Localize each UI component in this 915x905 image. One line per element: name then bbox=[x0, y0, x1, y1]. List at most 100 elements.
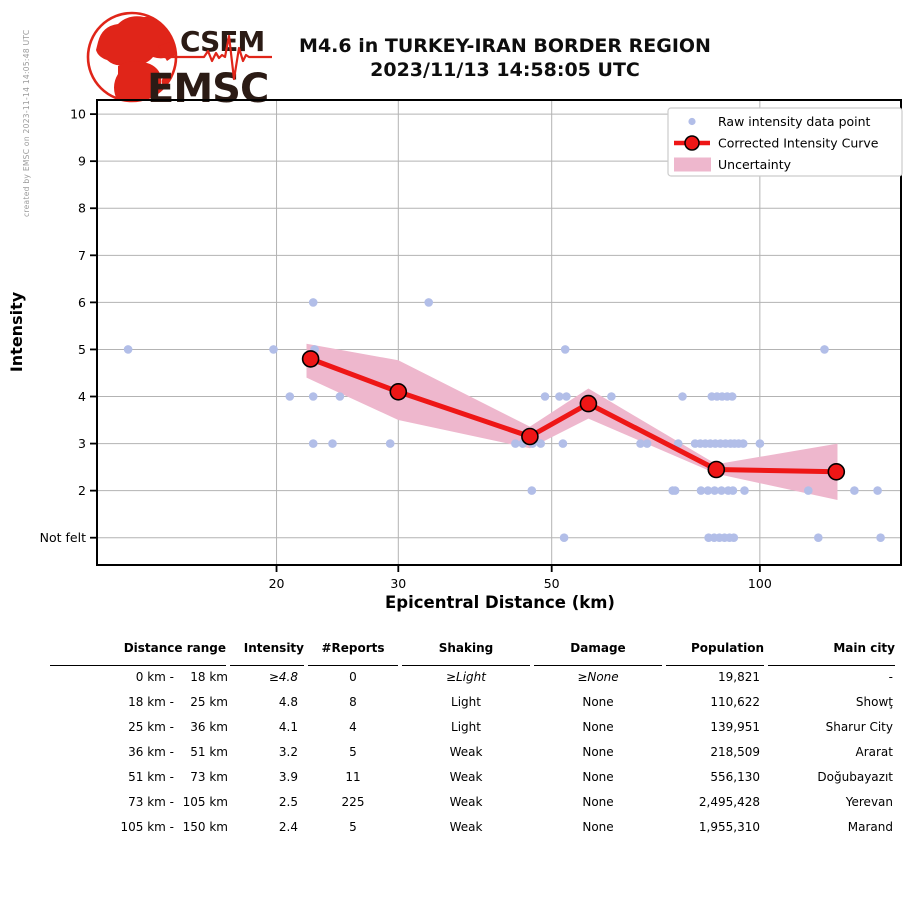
legend-patch-swatch bbox=[674, 157, 711, 172]
y-axis-label: Intensity bbox=[7, 291, 26, 372]
cell-damage: None bbox=[582, 744, 614, 759]
cell-intensity: 4.8 bbox=[278, 694, 298, 709]
cell-distance-range: 0 km -18 km bbox=[135, 669, 228, 684]
cell-damage: ≥None bbox=[577, 669, 619, 684]
col-header-distance-range: Distance range bbox=[50, 639, 226, 666]
svg-text:30: 30 bbox=[390, 576, 406, 591]
cell-shaking: Weak bbox=[449, 819, 483, 834]
cell-main-city: - bbox=[888, 669, 893, 684]
legend-label: Uncertainty bbox=[718, 157, 792, 172]
uncertainty-band bbox=[306, 343, 838, 501]
table-header-row: Distance range Intensity #Reports Shakin… bbox=[48, 639, 897, 666]
cell-main-city: Ararat bbox=[855, 744, 894, 759]
svg-text:4: 4 bbox=[78, 389, 86, 404]
svg-text:10: 10 bbox=[70, 107, 86, 122]
cell-intensity: 2.4 bbox=[278, 819, 298, 834]
cell-reports: 225 bbox=[341, 794, 365, 809]
cell-population: 2,495,428 bbox=[698, 794, 760, 809]
title-line2: 2023/11/13 14:58:05 UTC bbox=[370, 59, 640, 81]
x-axis-label: Epicentral Distance (km) bbox=[385, 593, 615, 612]
svg-text:50: 50 bbox=[544, 576, 560, 591]
cell-distance-range: 73 km -105 km bbox=[128, 794, 228, 809]
cell-shaking: Weak bbox=[449, 769, 483, 784]
raw-intensity-points bbox=[123, 298, 885, 542]
cell-population: 110,622 bbox=[710, 694, 760, 709]
emsc-logo: CSEM EMSC bbox=[86, 11, 272, 112]
cell-reports: 0 bbox=[349, 669, 357, 684]
svg-text:7: 7 bbox=[78, 248, 86, 263]
svg-text:8: 8 bbox=[78, 201, 86, 216]
svg-text:5: 5 bbox=[78, 342, 86, 357]
cell-main-city: Yerevan bbox=[845, 794, 893, 809]
cell-reports: 4 bbox=[349, 719, 357, 734]
svg-text:6: 6 bbox=[78, 295, 86, 310]
col-header-intensity: Intensity bbox=[230, 639, 304, 666]
cell-reports: 11 bbox=[345, 769, 361, 784]
table-row: 18 km -25 km 4.8 8 Light None 110,622 Showţ bbox=[48, 689, 897, 714]
cell-intensity: 3.9 bbox=[278, 769, 298, 784]
table-body: 0 km -18 km ≥4.8 0 ≥Light ≥None 19,821 - 18 km … bbox=[48, 664, 897, 839]
seismogram-trace-icon bbox=[164, 34, 272, 81]
cell-distance-range: 105 km -150 km bbox=[120, 819, 228, 834]
cell-shaking: ≥Light bbox=[445, 669, 486, 684]
cell-damage: None bbox=[582, 719, 614, 734]
table-row: 105 km -150 km 2.4 5 Weak None 1,955,310 Maran… bbox=[48, 814, 897, 839]
gridlines bbox=[97, 100, 901, 565]
table-row: 0 km -18 km ≥4.8 0 ≥Light ≥None 19,821 - bbox=[48, 664, 897, 689]
cell-main-city: Sharur City bbox=[825, 719, 893, 734]
cell-population: 1,955,310 bbox=[698, 819, 760, 834]
intensity-summary-table: Distance range Intensity #Reports Shakin… bbox=[48, 640, 897, 839]
intensity-distance-chart: Intensity Epicentral Distance (km) 20 30 5… bbox=[7, 99, 903, 612]
cell-damage: None bbox=[582, 819, 614, 834]
table-row: 73 km -105 km 2.5 225 Weak None 2,495,428 Yere… bbox=[48, 789, 897, 814]
cell-population: 19,821 bbox=[718, 669, 760, 684]
cell-reports: 8 bbox=[349, 694, 357, 709]
cell-damage: None bbox=[582, 769, 614, 784]
cell-intensity: 2.5 bbox=[278, 794, 298, 809]
cell-damage: None bbox=[582, 794, 614, 809]
cell-population: 218,509 bbox=[710, 744, 760, 759]
cell-distance-range: 36 km -51 km bbox=[128, 744, 228, 759]
cell-distance-range: 51 km -73 km bbox=[128, 769, 228, 784]
y-axis-ticks: 10 9 8 7 6 5 4 3 2 Not felt bbox=[40, 107, 97, 545]
cell-main-city: Showţ bbox=[855, 694, 893, 709]
legend-label: Raw intensity data point bbox=[718, 114, 871, 129]
cell-main-city: Marand bbox=[847, 819, 893, 834]
table-row: 51 km -73 km 3.9 11 Weak None 556,130 Doğubaya… bbox=[48, 764, 897, 789]
svg-text:20: 20 bbox=[269, 576, 285, 591]
cell-reports: 5 bbox=[349, 819, 357, 834]
logo-csem-text: CSEM bbox=[180, 25, 264, 58]
cell-shaking: Weak bbox=[449, 744, 483, 759]
cell-intensity: 3.2 bbox=[278, 744, 298, 759]
svg-text:Not felt: Not felt bbox=[40, 530, 86, 545]
table-row: 25 km -36 km 4.1 4 Light None 139,951 Sharur C… bbox=[48, 714, 897, 739]
col-header-damage: Damage bbox=[534, 639, 662, 666]
cell-damage: None bbox=[582, 694, 614, 709]
cell-shaking: Light bbox=[451, 719, 481, 734]
col-header-reports: #Reports bbox=[308, 639, 398, 666]
cell-population: 139,951 bbox=[710, 719, 760, 734]
svg-text:3: 3 bbox=[78, 436, 86, 451]
svg-text:100: 100 bbox=[748, 576, 772, 591]
cell-intensity: 4.1 bbox=[278, 719, 298, 734]
col-header-main-city: Main city bbox=[768, 639, 895, 666]
title-line1: M4.6 in TURKEY-IRAN BORDER REGION bbox=[299, 35, 711, 57]
plot-border bbox=[96, 99, 902, 566]
table-row: 36 km -51 km 3.2 5 Weak None 218,509 Ararat bbox=[48, 739, 897, 764]
x-axis-ticks: 20 30 50 100 bbox=[269, 565, 772, 591]
corrected-intensity-curve bbox=[301, 350, 846, 481]
col-header-population: Population bbox=[666, 639, 764, 666]
legend-point-swatch bbox=[688, 117, 696, 126]
legend: Raw intensity data point Corrected Intens… bbox=[667, 107, 903, 177]
legend-label: Corrected Intensity Curve bbox=[718, 136, 879, 151]
svg-text:9: 9 bbox=[78, 154, 86, 169]
page-title: M4.6 in TURKEY-IRAN BORDER REGION 2023/1… bbox=[255, 34, 755, 82]
cell-reports: 5 bbox=[349, 744, 357, 759]
cell-shaking: Light bbox=[451, 694, 481, 709]
cell-distance-range: 18 km -25 km bbox=[128, 694, 228, 709]
cell-distance-range: 25 km -36 km bbox=[128, 719, 228, 734]
cell-intensity: ≥4.8 bbox=[268, 669, 298, 684]
col-header-shaking: Shaking bbox=[402, 639, 530, 666]
cell-shaking: Weak bbox=[449, 794, 483, 809]
